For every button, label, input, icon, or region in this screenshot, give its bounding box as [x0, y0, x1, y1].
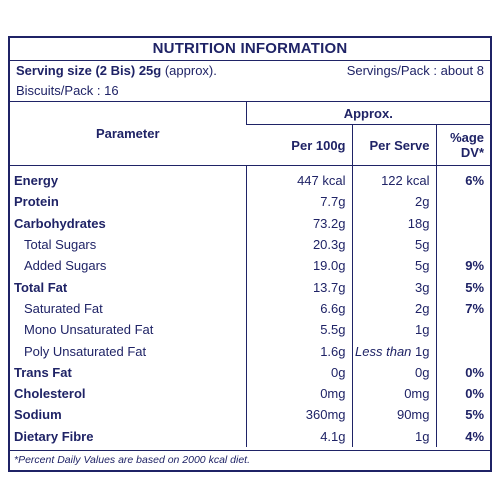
- row-per100: 4.1g: [245, 425, 352, 447]
- row-parameter: Carbohydrates: [14, 215, 106, 231]
- row-per100: 447 kcal: [245, 165, 352, 192]
- row-perserve-value: 0g: [415, 364, 430, 380]
- dv-header-line1: %age: [450, 130, 485, 145]
- row-perserve: 3g: [351, 276, 436, 298]
- row-dv: 6%: [435, 165, 491, 192]
- row-perserve-prefix: Less than: [355, 343, 416, 359]
- row-parameter: Total Sugars: [24, 237, 97, 253]
- row-perserve-value: 90mg: [396, 407, 430, 423]
- row-perserve: 0g: [351, 361, 436, 383]
- serving-size-note: (approx).: [161, 63, 217, 78]
- table-row: Saturated Fat 6.6g 2g 7%: [10, 297, 491, 320]
- row-perserve: 122 kcal: [351, 165, 436, 192]
- row-perserve: 1g: [351, 425, 436, 447]
- row-parameter: Energy: [14, 173, 59, 189]
- row-perserve-value: 5g: [415, 237, 430, 253]
- nutrition-table-body: Energy 447 kcal 122 kcal 6% Protein 7.7g 2g Car…: [10, 165, 491, 447]
- row-parameter: Sodium: [14, 407, 62, 423]
- row-dv: [435, 191, 491, 213]
- row-perserve: 2g: [351, 191, 436, 213]
- row-per100: 0mg: [245, 382, 352, 405]
- table-row: Energy 447 kcal 122 kcal 6%: [10, 165, 491, 192]
- table-row: Poly Unsaturated Fat 1.6g Less than 1g: [10, 340, 491, 362]
- row-dv: 7%: [435, 297, 491, 320]
- row-parameter: Total Fat: [14, 279, 68, 295]
- row-parameter: Added Sugars: [24, 258, 107, 274]
- row-perserve: 2g: [351, 297, 436, 320]
- row-dv: [435, 212, 491, 234]
- nutrition-table: Parameter Approx. Per 100g Per Serve %ag…: [10, 102, 491, 447]
- row-per100: 7.7g: [245, 191, 352, 213]
- row-dv: 5%: [435, 276, 491, 298]
- row-perserve: 5g: [351, 233, 436, 256]
- row-perserve: 1g: [351, 319, 436, 341]
- row-perserve: 18g: [351, 212, 436, 234]
- table-row: Sodium 360mg 90mg 5%: [10, 404, 491, 426]
- table-row: Total Sugars 20.3g 5g: [10, 233, 491, 256]
- table-row: Trans Fat 0g 0g 0%: [10, 361, 491, 383]
- dv-header-line2: DV*: [460, 145, 485, 160]
- approx-header: Approx.: [245, 102, 491, 125]
- row-perserve-value: 5g: [415, 258, 430, 274]
- row-per100: 6.6g: [245, 297, 352, 320]
- parameter-header: Parameter: [10, 102, 246, 166]
- row-per100: 73.2g: [245, 212, 352, 234]
- row-per100: 360mg: [245, 404, 352, 426]
- row-dv: 0%: [435, 361, 491, 383]
- perserve-header: Per Serve: [351, 124, 436, 166]
- serving-size: Serving size (2 Bis) 25g (approx).: [16, 61, 217, 81]
- row-perserve-value: 1g: [415, 343, 430, 359]
- nutrition-panel: NUTRITION INFORMATION Serving size (2 Bi…: [8, 36, 492, 472]
- row-per100: 13.7g: [245, 276, 352, 298]
- row-per100: 1.6g: [245, 340, 352, 362]
- row-perserve: 90mg: [351, 404, 436, 426]
- row-perserve-value: 1g: [415, 322, 430, 338]
- table-row: Cholesterol 0mg 0mg 0%: [10, 382, 491, 405]
- row-dv: 9%: [435, 255, 491, 277]
- table-row: Total Fat 13.7g 3g 5%: [10, 276, 491, 298]
- row-dv: 0%: [435, 382, 491, 405]
- row-parameter: Protein: [14, 194, 59, 210]
- row-per100: 19.0g: [245, 255, 352, 277]
- row-per100: 0g: [245, 361, 352, 383]
- serving-size-label: Serving size (2 Bis) 25g: [16, 63, 162, 78]
- row-perserve-value: 18g: [407, 215, 430, 231]
- row-parameter: Saturated Fat: [24, 300, 103, 316]
- row-dv: 5%: [435, 404, 491, 426]
- row-perserve-value: 1g: [415, 428, 430, 444]
- table-row: Added Sugars 19.0g 5g 9%: [10, 255, 491, 277]
- footnote: *Percent Daily Values are based on 2000 …: [10, 450, 490, 470]
- row-perserve: 5g: [351, 255, 436, 277]
- dv-header: %age DV*: [435, 124, 491, 166]
- row-perserve-value: 2g: [415, 300, 430, 316]
- table-row: Protein 7.7g 2g: [10, 191, 491, 213]
- serving-row: Serving size (2 Bis) 25g (approx). Servi…: [10, 61, 490, 81]
- table-row: Mono Unsaturated Fat 5.5g 1g: [10, 319, 491, 341]
- table-row: Dietary Fibre 4.1g 1g 4%: [10, 425, 491, 447]
- row-perserve-value: 2g: [415, 194, 430, 210]
- row-parameter: Dietary Fibre: [14, 428, 94, 444]
- row-perserve-value: 0mg: [404, 386, 430, 402]
- row-parameter: Cholesterol: [14, 386, 86, 402]
- row-dv: 4%: [435, 425, 491, 447]
- row-perserve: Less than 1g: [351, 340, 436, 362]
- row-dv: [435, 233, 491, 256]
- row-parameter: Poly Unsaturated Fat: [24, 343, 147, 359]
- row-perserve-value: 122 kcal: [381, 173, 430, 189]
- servings-per-pack: Servings/Pack : about 8: [346, 63, 484, 78]
- row-per100: 20.3g: [245, 233, 352, 256]
- biscuits-per-pack: Biscuits/Pack : 16: [10, 81, 490, 102]
- table-row: Carbohydrates 73.2g 18g: [10, 212, 491, 234]
- row-perserve-value: 3g: [415, 279, 430, 295]
- row-parameter: Trans Fat: [14, 364, 72, 380]
- panel-title: NUTRITION INFORMATION: [10, 38, 490, 61]
- row-parameter: Mono Unsaturated Fat: [24, 322, 154, 338]
- row-perserve: 0mg: [351, 382, 436, 405]
- row-dv: [435, 340, 491, 362]
- per100-header: Per 100g: [246, 124, 352, 166]
- row-per100: 5.5g: [245, 319, 352, 341]
- row-dv: [435, 319, 491, 341]
